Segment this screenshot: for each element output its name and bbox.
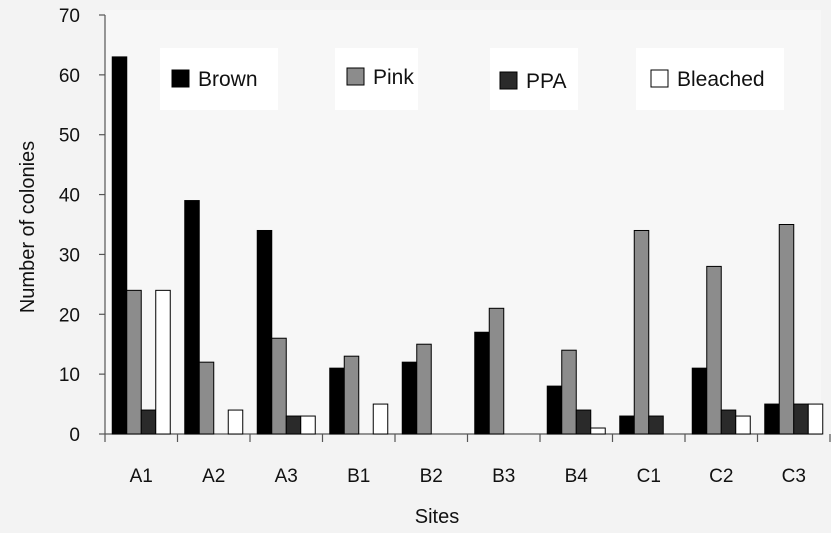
y-tick-label: 60 (59, 66, 80, 87)
legend-label-bleached: Bleached (677, 68, 765, 91)
bar-brown-a3 (256, 229, 273, 435)
bar-brown-b1 (329, 367, 345, 435)
legend-swatch-ppa (499, 71, 518, 90)
bar-bleached-c3 (807, 403, 824, 435)
x-tick-label: C3 (782, 466, 806, 487)
bar-bleached-a3 (300, 415, 316, 435)
bars (111, 56, 824, 435)
bar-brown-a1 (111, 56, 128, 435)
bar-pink-a3 (271, 337, 287, 435)
legend-label-ppa: PPA (526, 70, 566, 93)
x-tick-label: A1 (130, 466, 153, 487)
legend-label-brown: Brown (198, 68, 258, 91)
bar-ppa-b4 (575, 409, 592, 435)
axes: 0 10 20 30 40 50 60 70 A1 A2 A3 B1 B2 B3 B4 C1 C2 C3 (59, 6, 831, 487)
legend-swatch-brown (171, 69, 190, 88)
legend: Brown Pink PPA Bleached (160, 48, 784, 110)
bar-ppa-a1 (140, 409, 157, 435)
bar-pink-b2 (416, 343, 432, 435)
bar-pink-b4 (561, 349, 577, 435)
legend-swatch-pink (346, 67, 365, 86)
legend-label-pink: Pink (373, 66, 414, 89)
bar-brown-a2 (184, 200, 200, 435)
y-tick-label: 0 (69, 425, 80, 446)
bar-brown-c1 (619, 415, 635, 435)
y-tick-label: 40 (59, 186, 80, 207)
bar-ppa-c2 (720, 409, 737, 435)
bar-pink-a2 (198, 361, 215, 435)
x-axis-title: Sites (415, 506, 459, 528)
y-tick-label: 20 (59, 305, 80, 326)
bar-bleached-c2 (735, 415, 751, 435)
bar-pink-c3 (778, 224, 795, 435)
bar-brown-c3 (764, 403, 780, 435)
legend-swatch-bleached (650, 69, 669, 88)
bar-ppa-c1 (648, 415, 664, 435)
x-tick-label: B2 (420, 466, 443, 487)
bar-brown-b3 (474, 331, 490, 435)
bar-pink-a1 (126, 289, 142, 435)
bar-brown-b2 (401, 361, 418, 435)
bar-pink-b1 (343, 355, 360, 435)
bar-pink-c1 (633, 229, 650, 435)
bar-bleached-a2 (227, 409, 244, 435)
x-tick-label: A3 (275, 466, 298, 487)
bar-ppa-a3 (285, 415, 302, 435)
y-axis-title: Number of colonies (17, 141, 39, 313)
bar-pink-c2 (706, 265, 722, 435)
bar-bleached-b4 (590, 427, 606, 435)
y-tick-label: 70 (59, 6, 80, 27)
y-tick-label: 30 (59, 245, 80, 266)
x-tick-label: B3 (492, 466, 515, 487)
y-tick-label: 50 (59, 126, 80, 147)
bar-bleached-b1 (372, 403, 389, 435)
bar-ppa-c3 (793, 403, 809, 435)
x-tick-label: C2 (709, 466, 733, 487)
x-tick-label: B4 (565, 466, 589, 487)
y-tick-label: 10 (59, 365, 80, 386)
bar-bleached-a1 (155, 289, 171, 435)
x-tick-label: A2 (202, 466, 225, 487)
bar-brown-c2 (691, 367, 708, 435)
x-tick-label: B1 (347, 466, 370, 487)
bar-pink-b3 (488, 307, 505, 435)
bar-brown-b4 (546, 385, 563, 435)
x-tick-label: C1 (637, 466, 661, 487)
